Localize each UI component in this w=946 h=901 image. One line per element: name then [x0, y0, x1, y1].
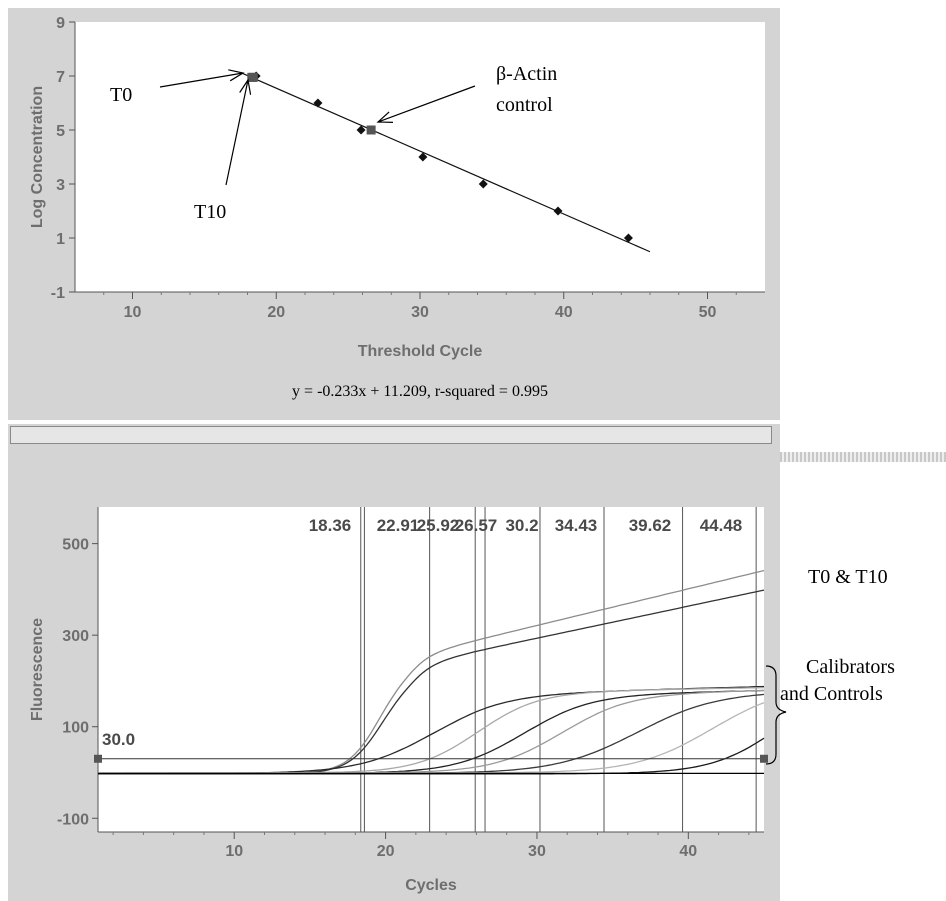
- y-tick-label: 9: [56, 15, 65, 32]
- label-t10: T10: [194, 201, 226, 223]
- x-tick-label: 10: [225, 843, 243, 860]
- label-t0: T0: [110, 84, 132, 106]
- arrow-t10-head: [239, 78, 252, 95]
- label-and-controls: and Controls: [780, 683, 883, 705]
- ct-label: 39.62: [629, 516, 672, 535]
- standard-point: [478, 179, 488, 189]
- unknown-sample-point: [366, 125, 376, 135]
- y-tick-label: -100: [57, 811, 89, 828]
- ct-label: 44.48: [700, 516, 743, 535]
- plot-area-amplification: [98, 507, 764, 832]
- standard-point: [623, 233, 633, 243]
- regression-line: [240, 71, 651, 253]
- label-t0-t10: T0 & T10: [808, 566, 888, 588]
- threshold-handle-right: [760, 754, 768, 763]
- ct-label: 18.36: [309, 516, 352, 535]
- arrow-beta-actin: [377, 85, 476, 123]
- y-axis-title: Log Concentration: [29, 86, 46, 228]
- ct-label: 25.92: [417, 516, 460, 535]
- x-tick-label: 10: [124, 304, 142, 321]
- standard-point: [418, 152, 428, 162]
- ct-label: 30.2: [505, 516, 538, 535]
- y-tick-label: 5: [56, 123, 65, 140]
- arrow-beta-actin-head: [376, 111, 394, 123]
- y-tick-label: 100: [62, 720, 89, 737]
- x-tick-label: 50: [699, 304, 717, 321]
- y-tick-label: 1: [56, 231, 65, 248]
- y-tick-label: 500: [62, 537, 89, 554]
- standard-point: [313, 98, 323, 108]
- ct-label: 26.57: [455, 516, 498, 535]
- curly-brace: [765, 665, 787, 765]
- label-calibrators: Calibrators: [806, 656, 895, 678]
- y-tick-label: -1: [51, 285, 65, 302]
- arrow-t0: [159, 72, 244, 88]
- x-tick-label: 20: [377, 843, 395, 860]
- y-tick-label: 7: [56, 69, 65, 86]
- ct-label: 34.43: [555, 516, 598, 535]
- arrow-t10: [225, 79, 249, 186]
- label-beta-actin: β-Actin: [496, 63, 557, 85]
- status-field: [10, 426, 772, 444]
- standard-point: [356, 125, 366, 135]
- label-control: control: [496, 94, 553, 116]
- threshold-handle-left: [94, 754, 102, 763]
- y-tick-label: 300: [62, 628, 89, 645]
- y-axis-title: Fluorescence: [29, 618, 46, 721]
- x-axis-title: Cycles: [405, 877, 457, 894]
- x-tick-label: 30: [528, 843, 546, 860]
- arrow-t0-head: [228, 69, 245, 82]
- x-tick-label: 40: [679, 843, 697, 860]
- ct-label: 22.91: [377, 516, 420, 535]
- x-tick-label: 20: [267, 304, 285, 321]
- standard-point: [553, 206, 563, 216]
- x-axis-title: Threshold Cycle: [358, 343, 483, 360]
- regression-equation: y = -0.233x + 11.209, r-squared = 0.995: [292, 383, 548, 400]
- x-tick-label: 30: [411, 304, 429, 321]
- threshold-value-label: 30.0: [102, 730, 135, 749]
- y-tick-label: 3: [56, 177, 65, 194]
- x-tick-label: 40: [555, 304, 573, 321]
- unknown-sample-point: [248, 72, 258, 82]
